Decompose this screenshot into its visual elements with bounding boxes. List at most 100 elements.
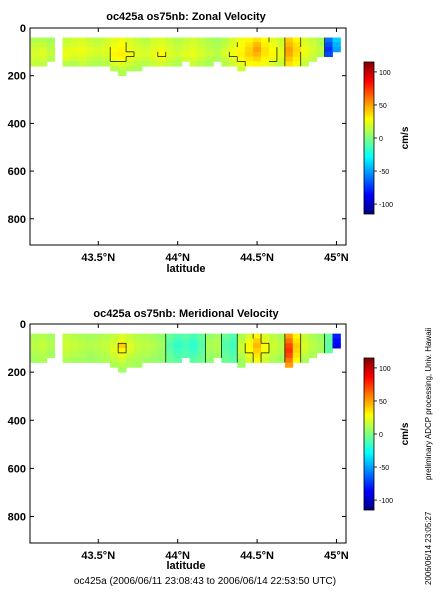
heatmap-cell: [284, 357, 294, 363]
heatmap-cell: [245, 42, 254, 48]
heatmap-cell: [118, 61, 127, 67]
heatmap-cell: [300, 333, 310, 339]
heatmap-cell: [189, 357, 198, 363]
heatmap-cell: [78, 47, 87, 53]
heatmap-cell: [149, 357, 159, 363]
heatmap-cell: [181, 37, 190, 43]
heatmap-cell: [173, 37, 183, 43]
heatmap-cell: [118, 66, 127, 72]
heatmap-cell: [70, 348, 79, 354]
heatmap-cell: [62, 338, 71, 344]
heatmap-cell: [78, 61, 87, 67]
heatmap-cell: [284, 56, 294, 62]
heatmap-cell: [189, 348, 198, 354]
heatmap-cell: [149, 343, 159, 349]
heatmap-cell: [308, 333, 318, 339]
heatmap-cell: [221, 333, 230, 339]
heatmap-cell: [292, 348, 302, 354]
heatmap-cell: [197, 357, 206, 363]
x-tick-label: 45°N: [324, 252, 349, 264]
heatmap-cell: [181, 56, 190, 62]
heatmap-cell: [157, 343, 167, 349]
heatmap-cell: [102, 348, 111, 354]
heatmap-cell: [110, 338, 119, 344]
heatmap-cell: [134, 357, 143, 363]
heatmap-cell: [30, 348, 40, 354]
heatmap-cell: [86, 333, 95, 339]
heatmap-cell: [316, 51, 325, 58]
heatmap-cell: [300, 56, 310, 62]
heatmap-cell: [237, 56, 246, 62]
heatmap-cell: [94, 61, 103, 67]
heatmap-cell: [38, 51, 48, 58]
heatmap-cell: [268, 357, 278, 363]
heatmap-cell: [245, 348, 254, 354]
heatmap-cell: [245, 61, 254, 67]
heatmap-cell: [221, 357, 230, 363]
heatmap-cell: [308, 338, 318, 344]
heatmap-cell: [86, 51, 95, 58]
heatmap-cell: [332, 333, 341, 339]
x-axis-label: latitude: [166, 560, 205, 572]
heatmap-cell: [78, 348, 87, 354]
heatmap-cell: [261, 338, 270, 344]
heatmap-cell: [181, 348, 190, 354]
heatmap-cell: [324, 343, 333, 349]
heatmap-cell: [205, 357, 214, 363]
heatmap-cell: [261, 61, 270, 67]
heatmap-cell: [308, 47, 318, 53]
x-tick-label: 44.5°N: [240, 550, 274, 562]
heatmap-cell: [284, 42, 294, 48]
y-axis-ticks: 0 200 400 600 800: [8, 319, 346, 524]
heatmap-cell: [221, 61, 230, 67]
heatmap-cell: [102, 352, 111, 359]
heatmap-cell: [94, 333, 103, 339]
x-axis-label: latitude: [166, 263, 205, 275]
heatmap-cell: [30, 343, 40, 349]
heatmap-cell: [102, 47, 111, 53]
heatmap-cell: [70, 51, 79, 58]
heatmap-cell: [197, 352, 206, 359]
heatmap-cell: [189, 37, 198, 43]
heatmap-cell: [197, 338, 206, 344]
heatmap-cell: [38, 357, 48, 363]
heatmap-cell: [221, 352, 230, 359]
heatmap-cell: [110, 51, 119, 58]
heatmap-cell: [292, 42, 302, 48]
heatmap-cell: [205, 42, 214, 48]
y-tick-label: 600: [8, 166, 26, 178]
heatmap-cell: [30, 51, 40, 58]
heatmap-cell: [78, 333, 87, 339]
heatmap-cell: [165, 56, 175, 62]
heatmap-cell: [46, 343, 56, 349]
heatmap-cell: [30, 338, 40, 344]
processing-note: preliminary ADCP processing, Univ. Hawai…: [424, 327, 433, 480]
heatmap-cell: [237, 51, 246, 58]
heatmap-cell: [229, 37, 238, 43]
heatmap-cell: [70, 37, 79, 43]
heatmap-cell: [110, 47, 119, 53]
heatmap-cell: [197, 333, 206, 339]
heatmap-cell: [213, 333, 222, 339]
heatmap-cell: [102, 61, 111, 67]
colorbar-label: cm/s: [400, 126, 411, 149]
heatmap-cell: [237, 66, 246, 72]
heatmap-cell: [141, 348, 151, 354]
heatmap-cell: [46, 338, 56, 344]
heatmap-cell: [205, 47, 214, 53]
heatmap-cell: [157, 51, 167, 58]
heatmap-cell: [276, 348, 286, 354]
heatmap-cell: [173, 357, 183, 363]
chart-title: oc425a os75nb: Meridional Velocity: [93, 308, 279, 320]
heatmap-cell: [284, 352, 294, 359]
heatmap-cell: [237, 37, 246, 43]
heatmap-cell: [221, 51, 230, 58]
y-tick-label: 600: [8, 463, 26, 475]
heatmap-cell: [221, 348, 230, 354]
heatmap-cell: [276, 61, 286, 67]
heatmap-cell: [229, 357, 238, 363]
heatmap-cell: [276, 357, 286, 363]
heatmap-cell: [102, 333, 111, 339]
colorbar-tick-label: 50: [379, 103, 387, 110]
heatmap-cell: [102, 42, 111, 48]
